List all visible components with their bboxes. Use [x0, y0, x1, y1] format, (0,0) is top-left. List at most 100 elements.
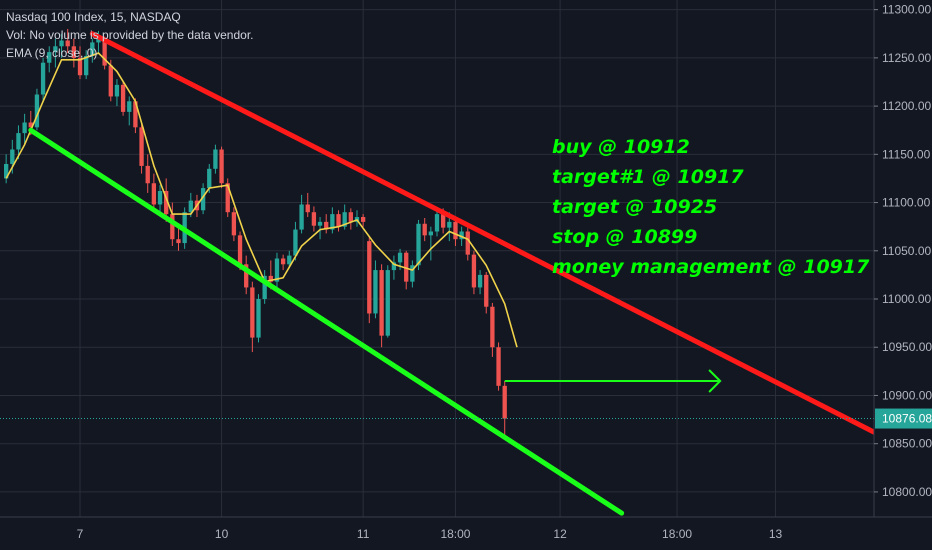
- candle-body: [379, 270, 384, 336]
- candle-body: [373, 270, 378, 314]
- time-tick-label: 18:00: [662, 527, 692, 541]
- candle-body: [231, 212, 237, 236]
- resistance-trend-line[interactable]: [89, 31, 926, 460]
- price-tick-label: 11050.00: [882, 244, 931, 258]
- candle-body: [127, 101, 132, 112]
- candle-body: [176, 239, 181, 244]
- candle-body: [207, 168, 212, 189]
- note-target-1: target#1 @ 10917: [552, 166, 744, 188]
- candle-body: [225, 183, 230, 213]
- chart-legend: Nasdaq 100 Index, 15, NASDAQ Vol: No vol…: [6, 8, 253, 62]
- time-tick-label: 18:00: [440, 527, 470, 541]
- candle-body: [237, 235, 243, 265]
- candle-body: [65, 40, 70, 47]
- candle-body: [200, 188, 206, 211]
- price-tick-label: 10800.00: [882, 485, 932, 499]
- candle-body: [250, 287, 255, 338]
- candle-body: [336, 214, 341, 227]
- candle-body: [416, 223, 421, 266]
- time-tick-label: 7: [77, 527, 84, 541]
- candle-body: [502, 385, 507, 419]
- price-tick-label: 10950.00: [882, 340, 932, 354]
- target-arrow-head[interactable]: [708, 369, 722, 393]
- candle-body: [404, 252, 409, 282]
- time-tick-label: 13: [769, 527, 783, 541]
- candle-body: [484, 274, 489, 307]
- candle-body: [428, 231, 433, 236]
- candle-body: [465, 231, 470, 255]
- candle-body: [22, 122, 27, 134]
- candle-body: [133, 101, 138, 128]
- candle-body: [410, 265, 415, 282]
- candle-body: [244, 264, 249, 288]
- candle-body: [102, 40, 107, 66]
- note-buy: buy @ 10912: [552, 136, 690, 158]
- candle-body: [490, 306, 495, 348]
- candle-body: [397, 252, 403, 263]
- price-tick-label: 11000.00: [882, 292, 931, 306]
- price-tick-label: 11250.00: [882, 51, 931, 65]
- price-tick-label: 11150.00: [882, 147, 931, 161]
- candle-body: [471, 254, 477, 288]
- candle-body: [477, 274, 483, 288]
- candle-body: [114, 84, 120, 97]
- candle-body: [108, 65, 113, 97]
- candle-body: [145, 165, 150, 184]
- candle-body: [256, 299, 261, 338]
- candle-body: [47, 52, 52, 63]
- price-axis[interactable]: [874, 0, 932, 550]
- candle-body: [59, 40, 64, 47]
- support-trend-line[interactable]: [28, 127, 625, 516]
- candle-body: [16, 133, 21, 150]
- candle-body: [84, 55, 89, 76]
- candle-body: [348, 212, 353, 222]
- time-tick-label: 11: [357, 527, 370, 541]
- candle-body: [120, 84, 126, 112]
- candle-body: [391, 262, 397, 271]
- note-money-management: money management @ 10917: [552, 256, 870, 278]
- price-tick-label: 11300.00: [882, 3, 931, 17]
- candle-body: [299, 204, 304, 230]
- candle-body: [139, 127, 144, 166]
- candle-body: [157, 190, 163, 205]
- candle-body: [324, 221, 329, 230]
- candle-body: [447, 221, 452, 228]
- candle-body: [4, 163, 9, 179]
- candle-body: [342, 212, 347, 227]
- time-axis[interactable]: [0, 517, 932, 550]
- candle-body: [280, 258, 286, 265]
- candle-body: [268, 275, 273, 282]
- candle-body: [367, 241, 372, 314]
- last-price-label: 10876.08: [882, 412, 932, 426]
- candle-body: [90, 42, 95, 56]
- price-tick-label: 10900.00: [882, 388, 932, 402]
- candle-body: [459, 231, 464, 240]
- candle-body: [330, 214, 335, 230]
- price-tick-label: 11200.00: [882, 99, 931, 113]
- last-price-badge: [875, 408, 932, 429]
- trade-notes: buy @ 10912 target#1 @ 10917 target @ 10…: [552, 132, 869, 282]
- time-tick-label: 10: [215, 527, 229, 541]
- note-target: target @ 10925: [552, 196, 718, 218]
- candle-body: [10, 149, 15, 164]
- symbol-title[interactable]: Nasdaq 100 Index, 15, NASDAQ: [6, 10, 181, 24]
- price-tick-label: 11100.00: [882, 196, 931, 210]
- candle-body: [164, 190, 169, 215]
- candle-body: [151, 183, 157, 205]
- candle-body: [213, 149, 218, 169]
- candle-body: [434, 214, 440, 232]
- candle-body: [219, 149, 224, 184]
- candle-body: [496, 347, 501, 386]
- candle-body: [28, 122, 33, 128]
- candle-body: [293, 229, 298, 256]
- candle-body: [188, 200, 193, 213]
- ema-indicator-label[interactable]: EMA (9, close, 0): [6, 46, 98, 60]
- candle-body: [77, 57, 83, 76]
- time-tick-label: 12: [553, 527, 567, 541]
- candle-body: [360, 217, 366, 222]
- candle-body: [311, 212, 317, 226]
- candle-body: [170, 214, 175, 240]
- note-stop: stop @ 10899: [552, 226, 698, 248]
